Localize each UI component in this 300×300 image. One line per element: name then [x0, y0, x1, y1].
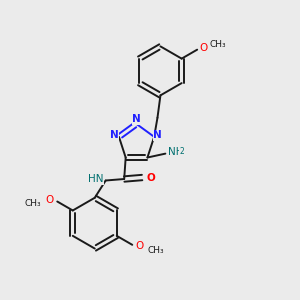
Text: O: O [146, 172, 155, 182]
Text: N: N [132, 114, 141, 124]
Text: N: N [153, 130, 162, 140]
Text: O: O [136, 241, 144, 251]
Text: N: N [110, 130, 118, 140]
Text: CH₃: CH₃ [148, 246, 164, 255]
Text: CH₃: CH₃ [209, 40, 226, 49]
Text: O: O [45, 195, 54, 205]
Text: HN: HN [88, 174, 103, 184]
Text: CH₃: CH₃ [24, 199, 41, 208]
Text: NH: NH [168, 147, 184, 157]
Text: O: O [200, 43, 208, 53]
Text: 2: 2 [180, 147, 184, 156]
